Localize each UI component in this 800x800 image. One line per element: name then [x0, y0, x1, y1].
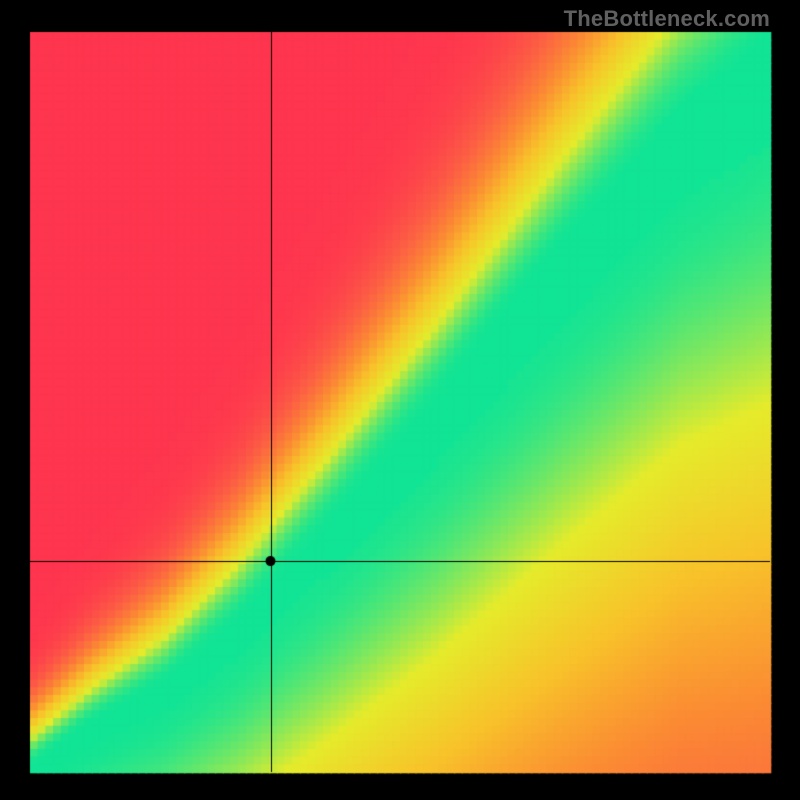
watermark-label: TheBottleneck.com [564, 6, 770, 32]
figure-container: TheBottleneck.com [0, 0, 800, 800]
bottleneck-heatmap [0, 0, 800, 800]
